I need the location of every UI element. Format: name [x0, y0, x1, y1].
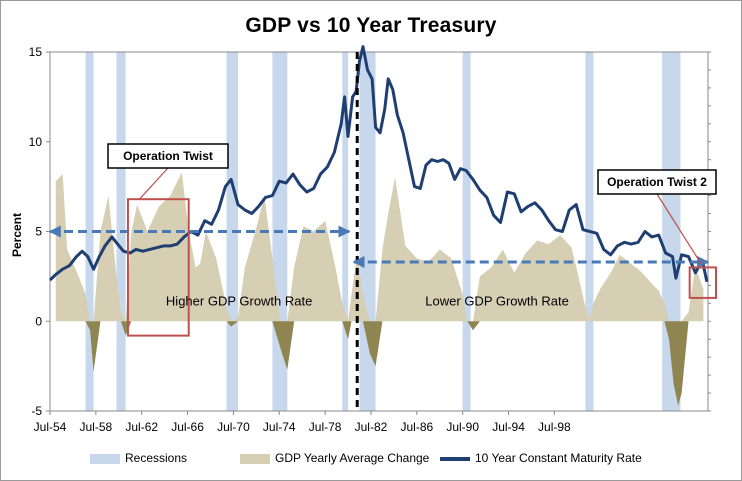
legend-item-recessions: Recessions	[90, 451, 187, 465]
operation-twist-2-callout-leader	[656, 193, 702, 265]
chart-title: GDP vs 10 Year Treasury	[245, 14, 497, 37]
x-tick-label-10: Jul-94	[492, 420, 525, 434]
x-tick-label-3: Jul-66	[171, 420, 204, 434]
operation-twist-callout-box	[107, 143, 229, 169]
x-tick-label-5: Jul-74	[263, 420, 296, 434]
treasury-line	[48, 45, 709, 283]
legend-label-gdp: GDP Yearly Average Change	[275, 451, 430, 465]
higher-gdp-label: Higher GDP Growth Rate	[166, 294, 312, 309]
x-tick-label-8: Jul-86	[400, 420, 433, 434]
y-tick-label-4: 15	[29, 45, 43, 59]
x-tick-label-4: Jul-70	[217, 420, 250, 434]
legend-swatch-gdp	[240, 453, 270, 464]
x-tick-label-7: Jul-82	[355, 420, 388, 434]
operation-twist-2-callout-box	[597, 169, 717, 195]
x-tick-label-11: Jul-98	[538, 420, 571, 434]
operation-twist-box	[126, 198, 190, 337]
y-tick-label-2: 5	[35, 225, 42, 239]
legend: Recessions GDP Yearly Average Change 10 …	[0, 448, 742, 468]
y-tick-label-0: -5	[31, 404, 42, 418]
x-tick-label-9: Jul-90	[446, 420, 479, 434]
lower-gdp-label: Lower GDP Growth Rate	[425, 294, 569, 309]
x-tick-label-2: Jul-62	[125, 420, 158, 434]
legend-item-treasury: 10 Year Constant Maturity Rate	[440, 451, 642, 465]
x-tick-label-1: Jul-58	[80, 420, 113, 434]
operation-twist-2-callout-label: Operation Twist 2	[607, 175, 707, 189]
gdp-area-positive	[55, 172, 704, 322]
legend-swatch-treasury	[440, 456, 470, 461]
legend-label-treasury: 10 Year Constant Maturity Rate	[475, 451, 642, 465]
legend-item-gdp: GDP Yearly Average Change	[240, 451, 429, 465]
recession-band-6	[462, 52, 471, 411]
operation-twist-callout-label: Operation Twist	[123, 149, 213, 163]
operation-twist-2-box	[688, 266, 717, 299]
gdp-area-negative	[55, 321, 704, 406]
legend-label-recessions: Recessions	[125, 451, 188, 465]
y-tick-label-1: 0	[35, 314, 42, 328]
x-tick-label-0: Jul-54	[34, 420, 67, 434]
legend-swatch-recessions	[90, 453, 120, 464]
y-tick-label-3: 10	[29, 135, 43, 149]
x-tick-label-6: Jul-78	[309, 420, 342, 434]
operation-twist-callout-leader	[138, 167, 169, 200]
